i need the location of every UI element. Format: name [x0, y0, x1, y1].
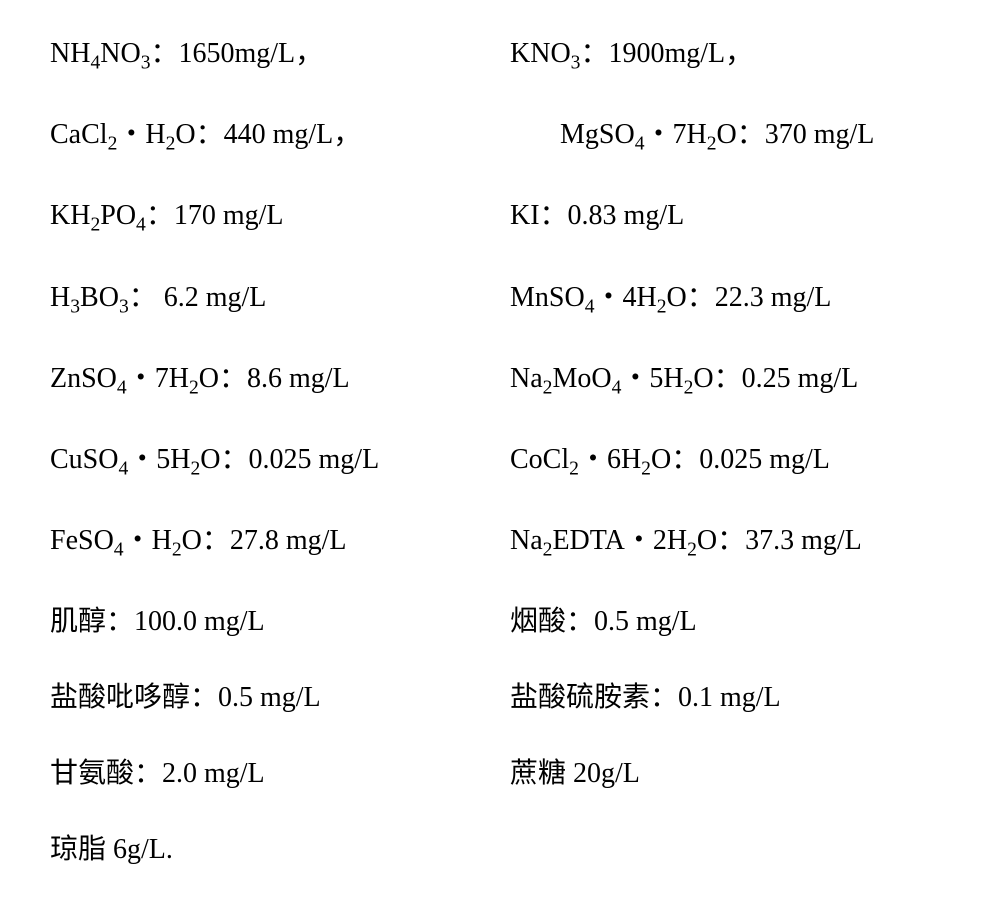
table-cell-right-6: Na2EDTA・2H2O：37.3 mg/L	[510, 527, 950, 560]
table-cell-right-4: Na2MoO4・5H2O：0.25 mg/L	[510, 365, 950, 398]
table-cell-left-7: 肌醇：100.0 mg/L	[50, 608, 490, 636]
table-cell-right-9: 蔗糖 20g/L	[510, 760, 950, 788]
table-cell-left-3: H3BO3： 6.2 mg/L	[50, 284, 490, 317]
table-cell-left-9: 甘氨酸：2.0 mg/L	[50, 760, 490, 788]
table-cell-right-8: 盐酸硫胺素：0.1 mg/L	[510, 684, 950, 712]
table-cell-left-6: FeSO4・H2O：27.8 mg/L	[50, 527, 490, 560]
table-cell-left-8: 盐酸吡哆醇：0.5 mg/L	[50, 684, 490, 712]
table-cell-left-2: KH2PO4：170 mg/L	[50, 202, 490, 235]
table-cell-left-0: NH4NO3：1650mg/L，	[50, 40, 490, 73]
table-cell-right-5: CoCl2・6H2O：0.025 mg/L	[510, 446, 950, 479]
table-cell-last: 琼脂 6g/L.	[50, 836, 950, 864]
table-cell-right-1: MgSO4・7H2O：370 mg/L	[510, 121, 950, 154]
table-cell-right-0: KNO3：1900mg/L，	[510, 40, 950, 73]
table-cell-left-1: CaCl2・H2O：440 mg/L，	[50, 121, 490, 154]
table-cell-right-2: KI：0.83 mg/L	[510, 202, 950, 235]
table-cell-right-3: MnSO4・4H2O：22.3 mg/L	[510, 284, 950, 317]
table-cell-left-4: ZnSO4・7H2O：8.6 mg/L	[50, 365, 490, 398]
table-cell-right-7: 烟酸：0.5 mg/L	[510, 608, 950, 636]
composition-table: NH4NO3：1650mg/L， KNO3：1900mg/L， CaCl2・H2O：…	[50, 40, 950, 864]
table-cell-left-5: CuSO4・5H2O：0.025 mg/L	[50, 446, 490, 479]
